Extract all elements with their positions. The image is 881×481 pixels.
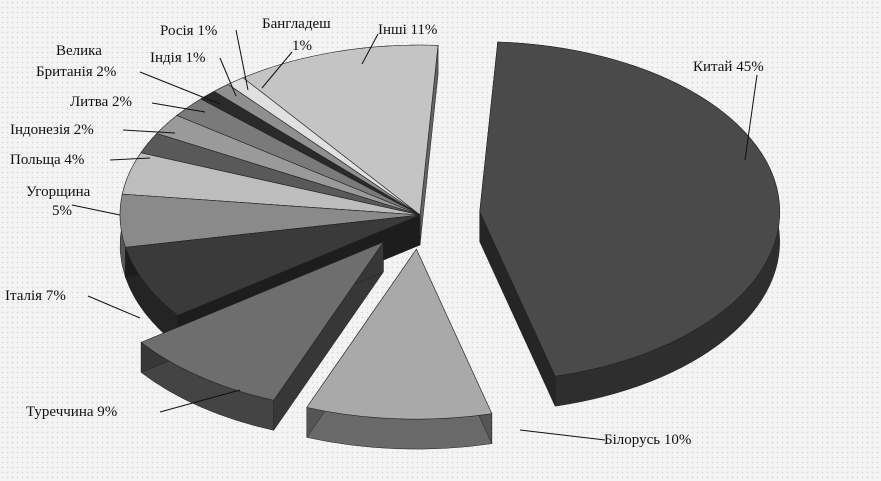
leader-line-3 [87,295,141,319]
slice-label-italy: Італія 7% [5,288,66,304]
slice-Китай [479,41,780,377]
slice-label-poland: Польща 4% [10,152,84,168]
slice-Італія [125,214,421,316]
slice-Туреччина [140,241,385,401]
slice-label-india: Індія 1% [150,50,205,66]
leader-line-7 [151,102,206,113]
leader-line-11 [261,51,293,89]
slice-label-others: Інші 11% [378,22,437,38]
slice-label-lithuania: Литва 2% [70,94,132,110]
leader-line-1 [519,429,606,441]
slice-label-belarus: Білорусь 10% [604,432,691,448]
slice-label-russia: Росія 1% [160,23,217,39]
leader-line-12 [361,33,379,65]
leader-lines [71,29,758,441]
leader-line-5 [109,157,151,161]
leader-line-4 [71,204,121,216]
slice-label-bangladesh: Бангладеш 1% [262,16,334,54]
leader-line-6 [122,129,176,134]
slice-label-great-britain: Велика Британія 2% [36,43,116,80]
leader-line-10 [235,29,249,91]
slice-Інші [242,44,439,216]
slice-label-hungary: Угорщина 5% [26,184,94,219]
pie-slices [119,41,780,450]
leader-line-0 [744,74,758,161]
leader-line-9 [219,57,237,97]
slice-label-china: Китай 45% [693,59,764,75]
leader-line-2 [159,389,241,413]
leader-line-8 [139,71,221,105]
slice-Білорусь [306,248,493,420]
slice-label-turkey: Туреччина 9% [26,404,117,420]
slice-label-indonesia: Індонезія 2% [10,122,94,138]
